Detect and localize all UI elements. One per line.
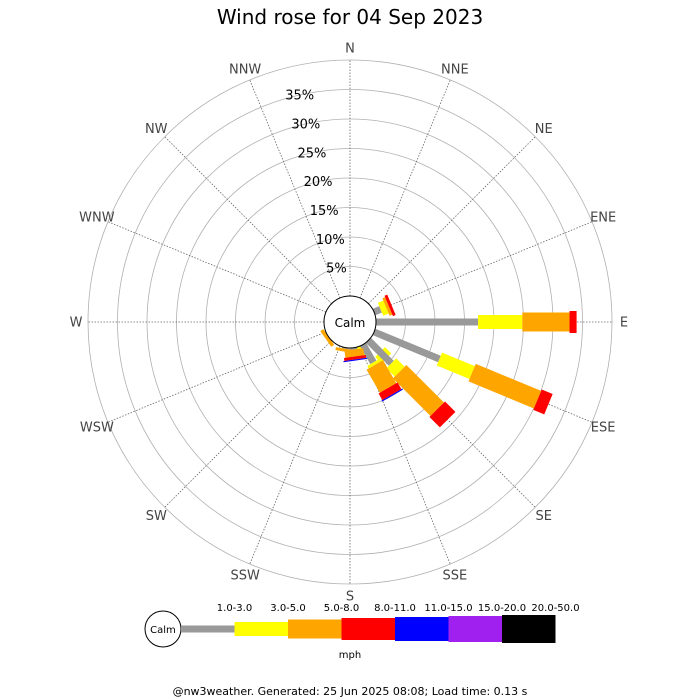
petals	[320, 294, 577, 428]
legend-swatch-6	[448, 616, 502, 642]
compass-label-ese: ESE	[591, 420, 616, 435]
petal-ese-bin-2	[436, 352, 475, 380]
legend-swatch-7	[502, 615, 556, 643]
petal-extra-2-bin-5	[381, 388, 403, 402]
petal-ene-bin-2	[377, 300, 389, 316]
petal-extra-2-bin-2	[367, 358, 381, 369]
ring-label-30: 30%	[291, 117, 320, 132]
spoke-wsw	[107, 331, 327, 423]
legend-swatch-2	[234, 622, 288, 636]
grid-ring-7	[117, 89, 583, 555]
petal-extra-4-bin-3	[335, 347, 355, 354]
legend-units: mph	[339, 650, 361, 661]
compass-label-sw: SW	[146, 509, 167, 524]
calm-label: Calm	[335, 316, 366, 330]
petal-extra-2-bin-4	[378, 382, 402, 401]
ring-label-10: 10%	[316, 233, 345, 248]
compass-label-sse: SSE	[442, 569, 467, 584]
ring-label-20: 20%	[304, 175, 333, 190]
spoke-nnw	[249, 79, 341, 299]
legend: Calm 1.0-3.0 3.0-5.0 5.0-8.0 8.0-11.0 11.0-15…	[144, 603, 580, 661]
legend-label-4: 8.0-11.0	[374, 603, 416, 614]
compass-label-nnw: NNW	[229, 62, 261, 77]
calm-circle-shape	[323, 295, 377, 349]
compass-label-ssw: SSW	[230, 569, 260, 584]
ring-label-5: 5%	[326, 262, 347, 277]
compass-label-nne: NNE	[441, 62, 469, 77]
petal-ese-bin-1	[372, 328, 441, 363]
compass-label-wsw: WSW	[80, 420, 114, 435]
footer-text: @nw3weather. Generated: 25 Jun 2025 08:0…	[173, 685, 528, 698]
legend-label-1: 1.0-3.0	[217, 603, 252, 614]
compass-labels: N NNE NE ENE E ESE SE SSE S SSW SW WSW W WNW NW NNW	[70, 42, 629, 605]
legend-label-7: 20.0-50.0	[531, 603, 579, 614]
calm-circle: Calm	[323, 295, 377, 349]
legend-swatch-4	[341, 618, 395, 640]
ring-label-25: 25%	[297, 146, 326, 161]
grid-ring-8	[87, 59, 613, 585]
legend-swatch-3	[288, 619, 342, 639]
compass-label-nw: NW	[145, 122, 168, 137]
petal-ene-bin-1	[372, 306, 382, 316]
legend-label-2: 3.0-5.0	[270, 603, 305, 614]
legend-label-6: 15.0-20.0	[478, 603, 526, 614]
petal-extra-2-bin-1	[359, 342, 377, 365]
petal-extra-5-bin-3	[320, 329, 335, 347]
compass-label-ene: ENE	[590, 211, 616, 226]
petal-ene-bin-3	[382, 297, 393, 316]
spoke-ene	[373, 221, 593, 313]
compass-label-ne: NE	[535, 122, 553, 137]
legend-swatch-5	[395, 617, 449, 641]
compass-label-s: S	[346, 590, 354, 605]
legend-label-3: 5.0-8.0	[324, 603, 359, 614]
compass-label-n: N	[345, 42, 355, 57]
spoke-nw	[164, 136, 332, 304]
legend-label-5: 11.0-15.0	[424, 603, 472, 614]
petal-extra-1-bin-2	[386, 358, 405, 377]
chart-title: Wind rose for 04 Sep 2023	[217, 5, 483, 29]
spoke-nne	[359, 79, 451, 299]
legend-calm-label: Calm	[150, 625, 176, 636]
ring-label-15: 15%	[310, 204, 339, 219]
petal-extra-1-bin-3	[392, 364, 444, 416]
spoke-wnw	[107, 221, 327, 313]
spoke-ne	[368, 136, 536, 304]
ring-labels: 5% 10% 15% 20% 25% 30% 35%	[285, 89, 347, 277]
compass-label-e: E	[620, 316, 628, 331]
petal-extra-2-bin-3	[366, 360, 397, 393]
spoke-sw	[164, 340, 332, 508]
spoke-ssw	[249, 345, 341, 565]
legend-swatch-1	[181, 625, 235, 633]
ring-label-35: 35%	[285, 89, 314, 104]
petal-ese-bin-3	[468, 363, 542, 409]
compass-label-wnw: WNW	[79, 211, 115, 226]
petal-extra-1-bin-4	[429, 401, 456, 428]
compass-label-se: SE	[536, 509, 552, 524]
petal-ese-bin-4	[533, 389, 553, 415]
compass-label-w: W	[70, 316, 83, 331]
petal-extra-1-bin-1	[365, 337, 394, 366]
petal-ene-bin-4	[384, 294, 396, 317]
